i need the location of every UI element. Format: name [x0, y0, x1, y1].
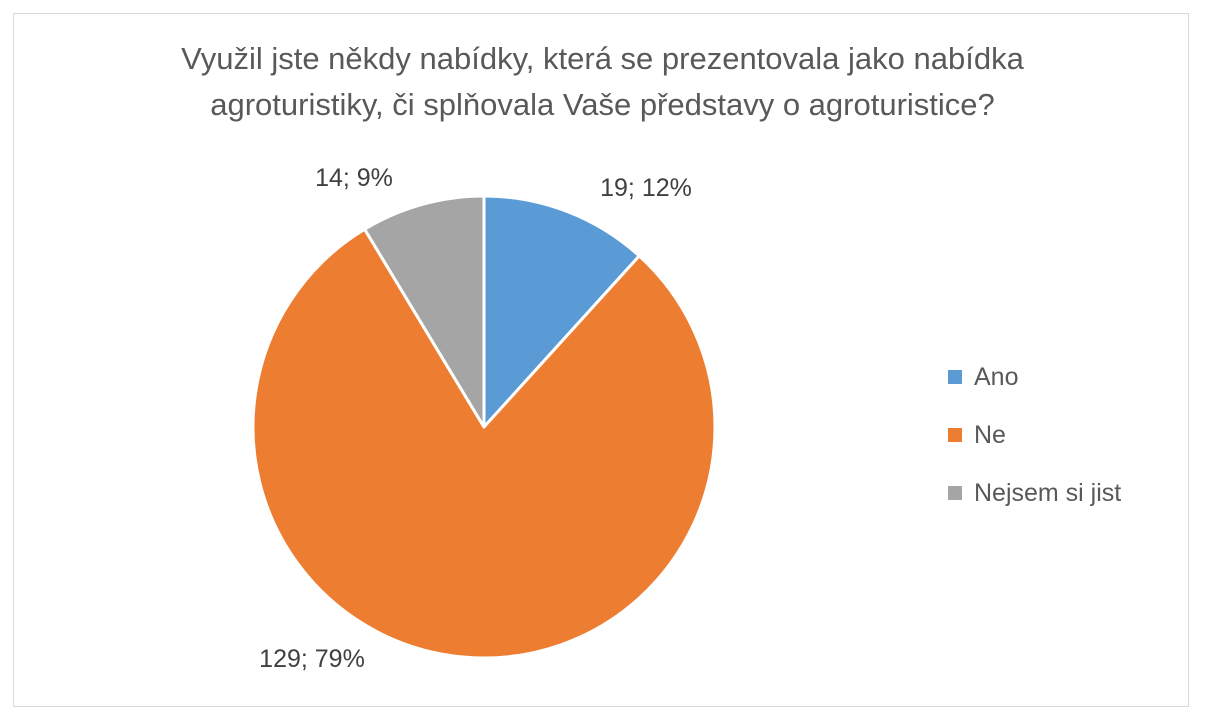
legend-swatch-nejsem-si-jist — [948, 486, 962, 500]
data-labels: 19; 12% 129; 79% 14; 9% — [259, 164, 692, 673]
pie-slices — [251, 194, 717, 660]
legend-item-ne: Ne — [948, 406, 1121, 464]
data-label-nejsem-si-jist: 14; 9% — [315, 164, 393, 192]
legend-item-ano: Ano — [948, 348, 1121, 406]
chart-title-line-2: agroturistiky, či splňovala Vaše předsta… — [210, 87, 995, 122]
legend-label-ne: Ne — [974, 420, 1006, 449]
pie-slice-ne — [251, 227, 717, 660]
legend-label-ano: Ano — [974, 362, 1019, 391]
data-label-ano: 19; 12% — [600, 174, 692, 202]
legend-item-nejsem-si-jist: Nejsem si jist — [948, 464, 1121, 522]
pie-slice-nejsem-si-jist — [363, 194, 486, 429]
data-label-ne: 129; 79% — [259, 645, 365, 673]
legend-swatch-ne — [948, 428, 962, 442]
chart-title-line-1: Využil jste někdy nabídky, která se prez… — [181, 41, 1024, 76]
legend: Ano Ne Nejsem si jist — [948, 348, 1121, 522]
legend-label-nejsem-si-jist: Nejsem si jist — [974, 478, 1122, 507]
pie-slice-ano — [482, 194, 641, 429]
chart-title: Využil jste někdy nabídky, která se prez… — [0, 36, 1205, 128]
legend-swatch-ano — [948, 370, 962, 384]
